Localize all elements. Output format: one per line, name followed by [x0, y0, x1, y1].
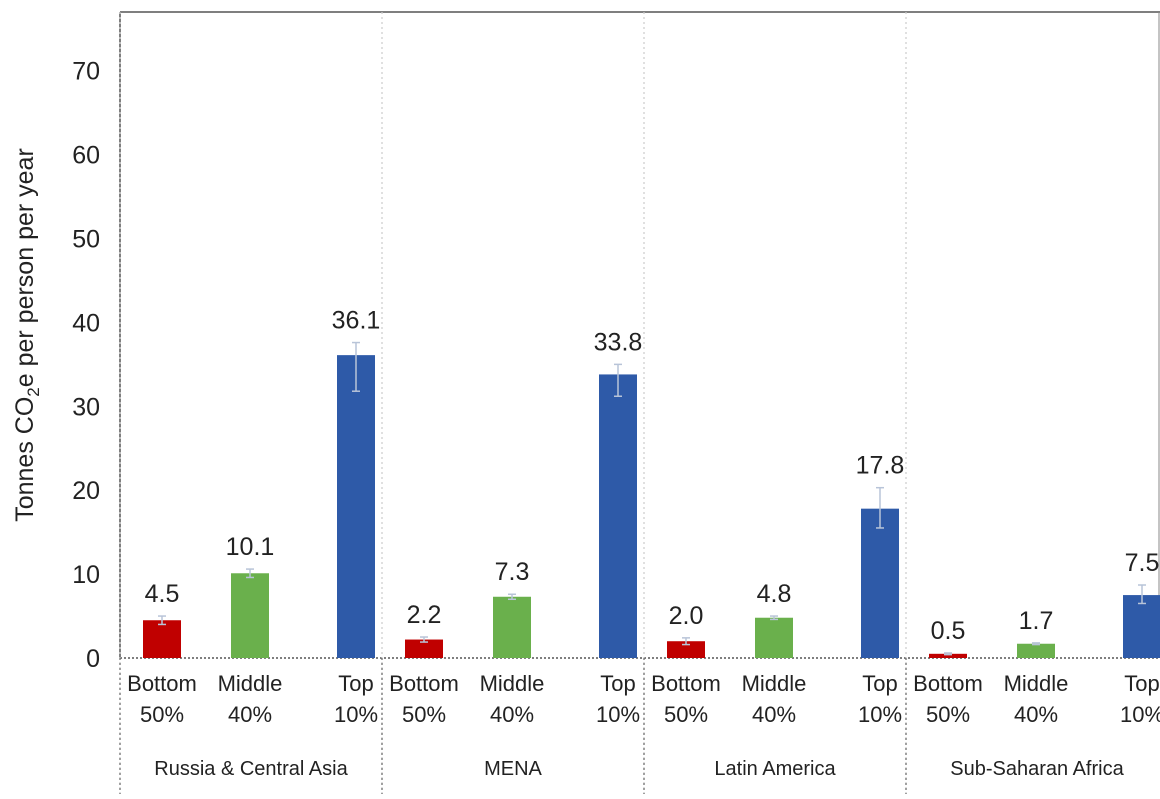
group-label: Latin America [714, 758, 836, 780]
category-label-line2: 50% [926, 702, 970, 727]
y-axis-ticks: 0 10 20 30 40 50 60 70 [72, 58, 100, 673]
error-bars-layer [158, 341, 1146, 656]
category-label-line2: 40% [1014, 702, 1058, 727]
category-label-line2: 40% [228, 702, 272, 727]
category-label-line1: Middle [742, 671, 807, 696]
category-label-line1: Bottom [389, 671, 459, 696]
bar [1017, 643, 1055, 658]
category-label-line2: 10% [858, 702, 902, 727]
category-label-line1: Bottom [913, 671, 983, 696]
category-label-line1: Top [1124, 671, 1159, 696]
group-labels-layer: Russia & Central Asia MENA Latin America Su… [154, 758, 1124, 780]
bars-layer [143, 355, 1160, 658]
group-label: MENA [484, 758, 542, 780]
category-label-line1: Bottom [127, 671, 197, 696]
plot-frame-layer [119, 11, 1160, 659]
bar [861, 508, 899, 658]
category-label-line2: 10% [596, 702, 640, 727]
category-label-line1: Middle [218, 671, 283, 696]
group-label: Sub-Saharan Africa [950, 758, 1124, 780]
value-label: 0.5 [931, 617, 966, 645]
value-label: 36.1 [332, 307, 381, 335]
category-label-line2: 10% [1120, 702, 1160, 727]
category-label-line1: Top [338, 671, 373, 696]
bar [667, 641, 705, 658]
value-label: 4.8 [757, 580, 792, 608]
category-label-line2: 50% [402, 702, 446, 727]
group-label: Russia & Central Asia [154, 758, 348, 780]
category-label-line2: 40% [752, 702, 796, 727]
y-tick-label: 0 [86, 645, 100, 673]
value-label: 10.1 [226, 533, 275, 561]
category-label-line2: 10% [334, 702, 378, 727]
bar [231, 573, 269, 658]
y-tick-label: 10 [72, 561, 100, 589]
category-label-line1: Top [862, 671, 897, 696]
category-label-line1: Top [600, 671, 635, 696]
y-tick-label: 60 [72, 142, 100, 170]
value-label: 17.8 [856, 452, 905, 480]
value-label: 1.7 [1019, 607, 1054, 635]
bar [405, 639, 443, 658]
category-label-line1: Middle [1004, 671, 1069, 696]
group-dividers [119, 12, 907, 794]
y-tick-label: 40 [72, 309, 100, 337]
category-label-line1: Bottom [651, 671, 721, 696]
value-label: 7.5 [1125, 549, 1160, 577]
value-label: 2.2 [407, 601, 442, 629]
category-labels-layer: Bottom 50% Middle 40% Top 10% Bottom 50% Middle 4… [127, 671, 1160, 727]
y-axis-label-part-1: Tonnes CO [11, 397, 39, 522]
bar [755, 617, 793, 658]
bar [599, 374, 637, 658]
value-labels-layer: 4.5 10.1 36.1 2.2 7.3 33.8 2.0 4.8 17.8 0.5 1.7 7.5 [145, 307, 1160, 645]
category-label-line2: 40% [490, 702, 534, 727]
bar [1123, 595, 1160, 658]
value-label: 7.3 [495, 558, 530, 586]
bar [929, 653, 967, 658]
y-tick-label: 70 [72, 58, 100, 86]
y-axis-label-part-2: e per person per year [11, 148, 39, 387]
bar [493, 596, 531, 658]
category-label-line2: 50% [664, 702, 708, 727]
value-label: 33.8 [594, 328, 643, 356]
y-tick-label: 50 [72, 226, 100, 254]
category-label-line1: Middle [480, 671, 545, 696]
y-axis-label: Tonnes CO2e per person per year [11, 148, 43, 522]
bar [337, 355, 375, 658]
bar [143, 620, 181, 658]
value-label: 4.5 [145, 580, 180, 608]
y-axis-label-subscript: 2 [24, 387, 43, 396]
category-label-line2: 50% [140, 702, 184, 727]
y-tick-label: 20 [72, 477, 100, 505]
value-label: 2.0 [669, 602, 704, 630]
y-tick-label: 30 [72, 393, 100, 421]
